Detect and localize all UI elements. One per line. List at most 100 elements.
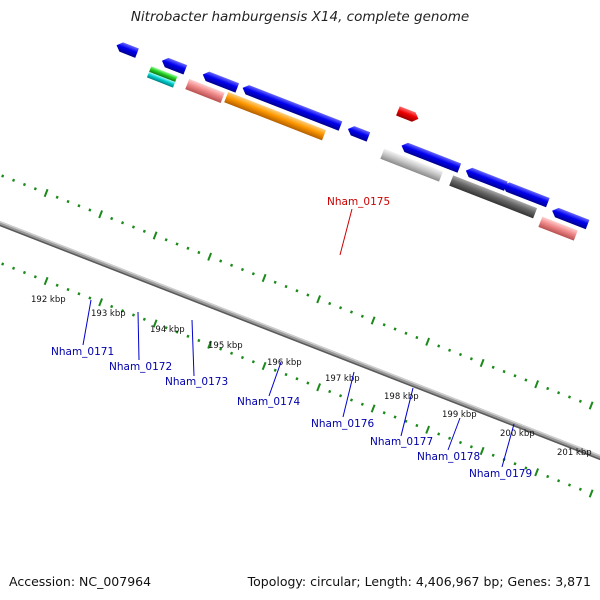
minor-tick [524,378,528,382]
minor-tick [393,327,397,331]
gene-label-nham-0172[interactable]: Nham_0172 [109,361,172,373]
leader-nham-0171 [82,299,92,346]
feature-cyan[interactable] [146,71,176,88]
major-tick [98,210,104,219]
minor-tick [164,326,168,330]
feature-silver[interactable] [380,148,444,182]
minor-tick [164,238,168,242]
minor-tick [546,474,550,479]
minor-tick [382,411,386,415]
minor-tick [339,306,343,310]
scale-label-198: 198 kbp [384,392,419,402]
minor-tick [415,335,419,340]
feature-arrow-nham0175[interactable] [396,106,420,123]
feature-pink-1[interactable] [185,78,225,103]
minor-tick [240,355,245,360]
minor-tick [469,357,473,361]
minor-tick [328,301,332,306]
minor-tick [284,284,288,289]
minor-tick [524,466,528,470]
outer-tick-track [1,174,594,410]
minor-tick [66,199,70,204]
minor-tick [240,267,245,272]
feature-arrow-blue-2[interactable] [160,56,188,75]
minor-tick [197,250,201,255]
feature-arrow-blue-9[interactable] [550,206,590,230]
minor-tick [404,331,408,335]
feature-arrow-blue-7[interactable] [464,166,508,191]
gene-label-nham-0173[interactable]: Nham_0173 [165,376,228,388]
topology-text: Topology: circular; Length: 4,406,967 bp… [247,574,591,589]
gene-label-nham-0178[interactable]: Nham_0178 [417,451,480,463]
feature-arrow-blue-4[interactable] [241,83,343,131]
genome-backbone [0,213,600,473]
minor-tick [306,293,310,297]
minor-tick [491,365,495,369]
minor-tick [295,289,299,293]
scale-label-193: 193 kbp [91,309,126,319]
minor-tick [458,352,463,357]
feature-dark-1[interactable] [449,175,538,219]
feature-green[interactable] [149,66,178,83]
gene-label-nham-0179[interactable]: Nham_0179 [469,468,532,480]
scale-label-196: 196 kbp [267,358,302,368]
major-tick [207,252,213,261]
major-tick [425,337,431,346]
minor-tick [77,292,81,296]
major-tick [152,231,158,240]
major-tick [316,383,322,392]
gene-label-nham-0174[interactable]: Nham_0174 [237,396,300,408]
minor-tick [142,229,146,233]
feature-arrow-blue-6[interactable] [400,141,462,173]
major-tick [588,401,594,410]
feature-arrow-blue-5[interactable] [346,124,371,142]
feature-arrow-blue-3[interactable] [201,70,240,93]
minor-tick [110,304,114,309]
minor-tick [121,309,125,313]
minor-tick [88,208,92,212]
minor-tick [186,334,190,338]
accession-text: Accession: NC_007964 [9,574,152,589]
scale-label-194: 194 kbp [150,325,185,335]
major-tick [370,404,376,413]
minor-tick [469,445,473,449]
minor-tick [502,369,506,374]
minor-tick [349,398,354,402]
minor-tick [360,314,364,318]
minor-tick [448,436,452,440]
minor-tick [578,399,582,403]
scale-label-197: 197 kbp [325,374,360,384]
major-tick [43,188,49,198]
gene-label-nham-0177[interactable]: Nham_0177 [370,436,433,448]
minor-tick [513,462,517,466]
feature-orange[interactable] [224,91,327,141]
major-tick [370,316,376,325]
minor-tick [339,394,343,398]
gene-label-nham-0175[interactable]: Nham_0175 [327,196,390,208]
major-tick [261,361,267,371]
minor-tick [77,204,81,208]
minor-tick [458,440,463,445]
leader-nham-0176 [342,371,355,418]
minor-tick [448,348,452,352]
minor-tick [33,275,37,279]
major-tick [588,489,594,498]
minor-tick [328,389,332,394]
gene-label-nham-0176[interactable]: Nham_0176 [311,418,374,430]
gene-label-nham-0171[interactable]: Nham_0171 [51,346,114,358]
major-tick [261,273,267,283]
scale-label-201: 201 kbp [557,448,592,458]
feature-pink-2[interactable] [538,216,578,241]
minor-tick [131,225,136,229]
minor-tick [415,423,419,428]
feature-arrow-blue-1[interactable] [115,41,139,58]
feature-arrow-blue-8[interactable] [501,181,550,208]
minor-tick [513,374,517,378]
minor-tick [393,415,397,419]
minor-tick [110,216,114,221]
leader-nham-0177 [400,387,414,437]
minor-tick [22,182,27,187]
major-tick [98,298,104,307]
leader-nham-0175 [339,208,353,256]
minor-tick [546,386,550,391]
